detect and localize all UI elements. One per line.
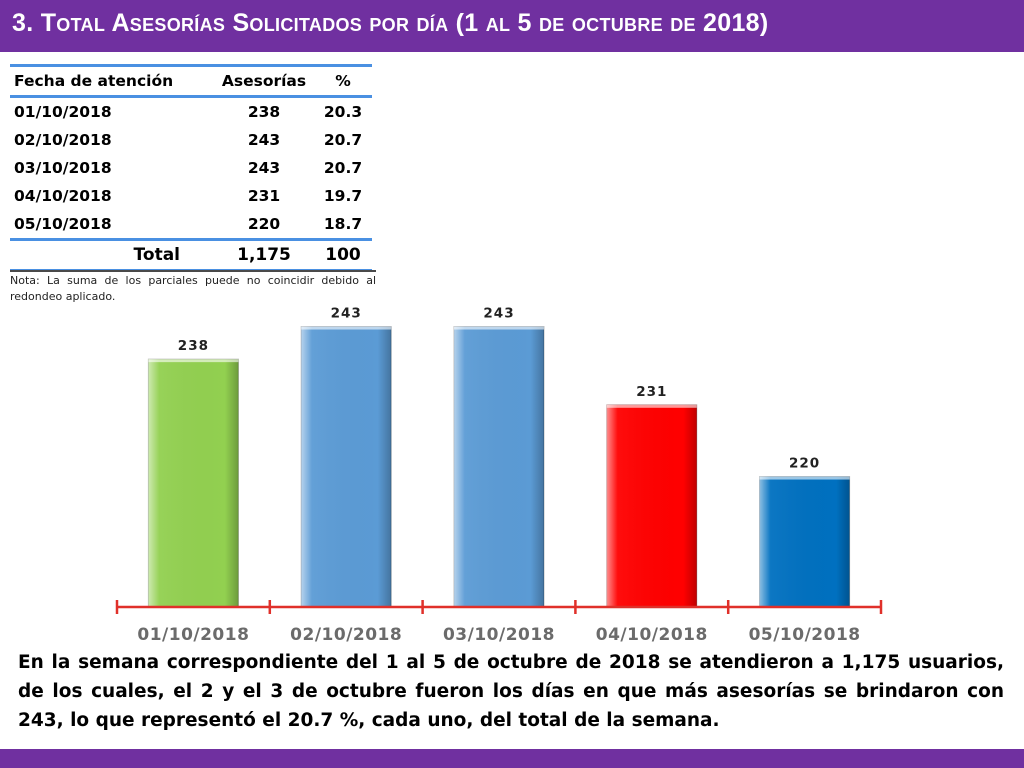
table-row: 03/10/2018 243 20.7 [10,154,372,182]
bar-top-highlight [759,476,850,480]
total-label: Total [10,238,214,272]
cell-percent: 20.3 [323,103,363,121]
bar-shine-overlay [301,326,392,607]
header-bar: 3. Total Asesorías Solicitados por día (… [0,0,1024,52]
data-label: 243 [331,306,362,322]
cell-count: 220 [247,215,281,233]
bar-shine-overlay [606,404,697,607]
cell-count: 243 [247,159,281,177]
total-count: 1,175 [214,238,314,272]
total-percent: 100 [314,238,372,272]
cell-percent: 19.7 [323,187,363,205]
data-label: 243 [483,306,514,322]
table-header-row: Fecha de atención Asesorías % [10,64,372,98]
data-label: 220 [789,456,820,472]
bar-shine-overlay [148,359,239,607]
column-header-date: Fecha de atención [10,64,214,98]
cell-date: 02/10/2018 [14,131,112,149]
bar-top-highlight [454,326,544,330]
bar-shine-overlay [454,326,544,607]
table-total-row: Total 1,175 100 [10,238,372,272]
cell-date: 05/10/2018 [14,215,112,233]
bar-top-highlight [606,404,697,408]
column-header-count: Asesorías [214,64,314,98]
cell-percent: 18.7 [323,215,363,233]
x-tick-label: 01/10/2018 [137,625,249,645]
data-label: 231 [636,384,667,400]
cell-count: 231 [247,187,281,205]
x-tick-label: 03/10/2018 [443,625,555,645]
x-tick-label: 04/10/2018 [596,625,708,645]
table-row: 02/10/2018 243 20.7 [10,126,372,154]
page-title: 3. Total Asesorías Solicitados por día (… [12,9,769,37]
bar-top-highlight [301,326,392,330]
cell-count: 243 [247,131,281,149]
cell-date: 04/10/2018 [14,187,112,205]
x-tick-label: 02/10/2018 [290,625,402,645]
cell-percent: 20.7 [323,131,363,149]
table-row: 05/10/2018 220 18.7 [10,210,372,240]
x-tick-label: 05/10/2018 [749,625,861,645]
data-label: 238 [178,338,209,354]
cell-date: 03/10/2018 [14,159,112,177]
asesorias-table: Fecha de atención Asesorías % 01/10/2018… [10,64,372,272]
table-row: 04/10/2018 231 19.7 [10,182,372,210]
bar-top-highlight [148,359,239,363]
cell-date: 01/10/2018 [14,103,112,121]
footer-bar [0,749,1024,768]
column-header-percent: % [314,64,372,98]
bar-shine-overlay [759,476,850,607]
cell-count: 238 [247,103,281,121]
table-note: Nota: La suma de los parciales puede no … [10,270,376,305]
table-row: 01/10/2018 238 20.3 [10,97,372,127]
cell-percent: 20.7 [323,159,363,177]
summary-text: En la semana correspondiente del 1 al 5 … [18,652,1004,731]
